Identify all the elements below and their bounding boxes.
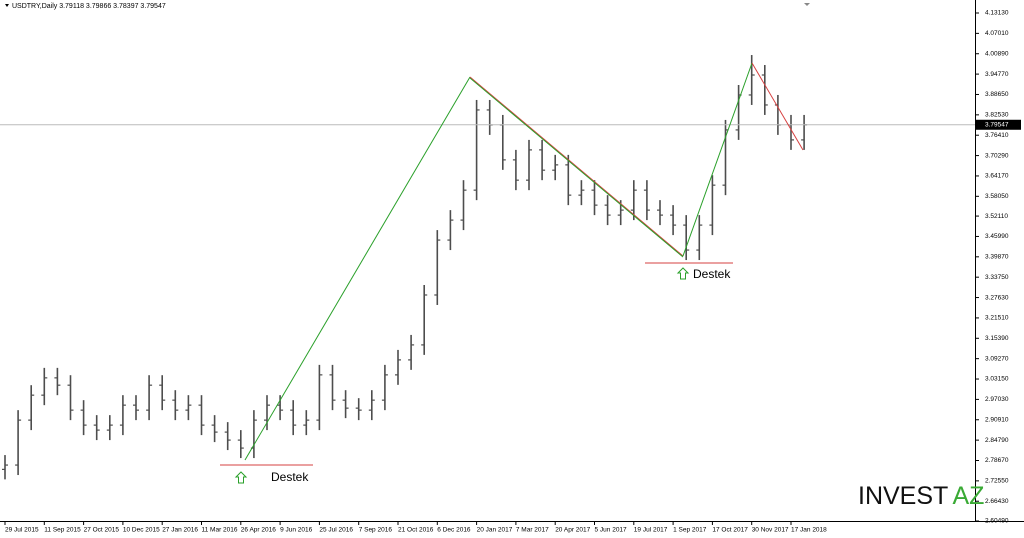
- up-arrow: [234, 471, 248, 484]
- y-tick-label: 2.60490: [985, 518, 1009, 525]
- trendline: [469, 77, 684, 258]
- x-tick-label: 19 Jul 2017: [634, 527, 668, 534]
- logo-text: AZ: [952, 482, 984, 510]
- y-tick-label: 3.33750: [985, 274, 1009, 281]
- x-tick-label: 7 Mar 2017: [516, 527, 549, 534]
- chart-header: USDTRY,Daily 3.79118 3.79866 3.78397 3.7…: [12, 3, 166, 10]
- annotation: Destek: [271, 470, 309, 484]
- annotation: Destek: [693, 267, 731, 281]
- y-tick-label: 2.97030: [985, 396, 1009, 403]
- logo: INVEST AZ: [858, 482, 984, 510]
- x-tick-label: 17 Jan 2018: [791, 527, 827, 534]
- x-tick-label: 17 Oct 2017: [712, 527, 748, 534]
- x-tick-label: 20 Jan 2017: [477, 527, 513, 534]
- x-tick-label: 25 Jul 2016: [319, 527, 353, 534]
- logo-text: INVEST: [858, 482, 948, 510]
- x-tick-label: 20 Apr 2017: [555, 527, 590, 534]
- x-tick-label: 27 Jan 2016: [162, 527, 198, 534]
- y-tick-label: 3.58050: [985, 193, 1009, 200]
- menu-triangle[interactable]: [5, 4, 9, 7]
- x-tick-label: 11 Mar 2016: [202, 527, 238, 534]
- y-tick-label: 3.21510: [985, 315, 1009, 322]
- x-tick-label: 27 Oct 2015: [84, 527, 120, 534]
- x-tick-label: 1 Sep 2017: [673, 527, 707, 534]
- trendline: [751, 62, 804, 151]
- y-tick-label: 3.52110: [985, 213, 1008, 220]
- y-tick-label: 4.07010: [985, 30, 1009, 37]
- y-tick-label: 3.09270: [985, 355, 1009, 362]
- last-price-label: 3.79547: [985, 121, 1009, 128]
- up-arrow: [676, 267, 690, 280]
- x-tick-label: 7 Sep 2016: [359, 527, 393, 534]
- x-tick-label: 21 Oct 2016: [398, 527, 434, 534]
- x-tick-label: 29 Jul 2015: [5, 527, 39, 534]
- y-tick-label: 3.94770: [985, 71, 1009, 78]
- scroll-marker: [804, 3, 810, 6]
- y-tick-label: 4.00890: [985, 50, 1009, 57]
- y-tick-label: 3.39870: [985, 254, 1009, 261]
- y-tick-label: 3.64170: [985, 173, 1009, 180]
- last-price-tag: [976, 119, 1021, 130]
- y-tick-label: 2.84790: [985, 437, 1009, 444]
- x-tick-label: 30 Nov 2017: [752, 527, 789, 534]
- y-tick-label: 2.66430: [985, 498, 1009, 505]
- y-tick-label: 3.88650: [985, 91, 1009, 98]
- y-tick-label: 2.78670: [985, 457, 1009, 464]
- y-tick-label: 2.90910: [985, 416, 1009, 423]
- x-tick-label: 9 Jun 2016: [280, 527, 313, 534]
- y-tick-label: 3.27630: [985, 294, 1009, 301]
- y-tick-label: 3.82530: [985, 112, 1009, 119]
- x-tick-label: 26 Apr 2016: [241, 527, 276, 534]
- x-tick-label: 6 Dec 2016: [437, 527, 471, 534]
- trendlines: [220, 62, 804, 466]
- trendline: [469, 76, 684, 257]
- y-tick-label: 2.72550: [985, 478, 1009, 485]
- x-tick-label: 11 Sep 2015: [44, 527, 81, 534]
- y-tick-label: 3.45990: [985, 233, 1009, 240]
- x-tick-label: 5 Jun 2017: [595, 527, 628, 534]
- y-tick-label: 4.13130: [985, 10, 1009, 17]
- y-tick-label: 3.76410: [985, 132, 1009, 139]
- trendline: [244, 76, 471, 461]
- y-tick-label: 3.15390: [985, 335, 1009, 342]
- trendline: [682, 62, 753, 257]
- x-tick-label: 10 Dec 2015: [123, 527, 160, 534]
- y-tick-label: 3.70290: [985, 152, 1009, 159]
- y-tick-label: 3.03150: [985, 376, 1009, 383]
